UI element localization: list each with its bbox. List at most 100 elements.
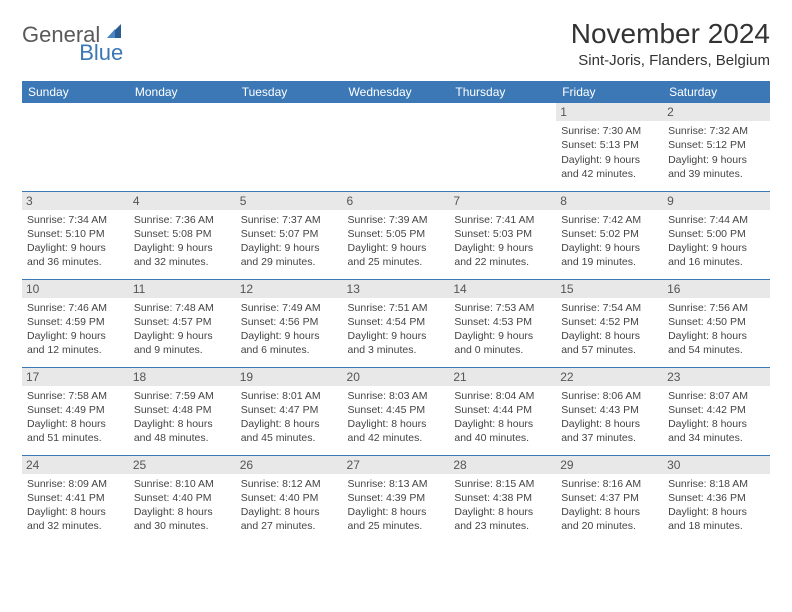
calendar-cell: 19Sunrise: 8:01 AMSunset: 4:47 PMDayligh… <box>236 367 343 455</box>
sunrise-text: Sunrise: 7:46 AM <box>27 301 124 315</box>
daylight-text: Daylight: 9 hours and 22 minutes. <box>454 241 551 269</box>
calendar-row: 24 Sunrise: 8:09 AMSunset: 4:41 PM Dayligh… <box>22 455 770 543</box>
calendar-cell: 28Sunrise: 8:15 AMSunset: 4:38 PMDayligh… <box>449 455 556 543</box>
sunrise-text: Sunrise: 7:54 AM <box>561 301 658 315</box>
day-number: 5 <box>236 192 343 210</box>
sunset-text: Sunset: 4:40 PM <box>241 491 338 505</box>
daylight-text: Daylight: 9 hours and 6 minutes. <box>241 329 338 357</box>
sunset-text: Sunset: 4:53 PM <box>454 315 551 329</box>
day-number: 6 <box>343 192 450 210</box>
sunrise-text: Sunrise: 7:48 AM <box>134 301 231 315</box>
sunrise-text: Sunrise: 8:06 AM <box>561 389 658 403</box>
sunrise-text: Sunrise: 7:41 AM <box>454 213 551 227</box>
sunrise-text: Sunrise: 8:13 AM <box>348 477 445 491</box>
calendar-cell: . <box>236 103 343 191</box>
day-number: 20 <box>343 368 450 386</box>
sunrise-text: Sunrise: 7:56 AM <box>668 301 765 315</box>
calendar-cell: 1Sunrise: 7:30 AMSunset: 5:13 PMDaylight… <box>556 103 663 191</box>
calendar-cell: 6Sunrise: 7:39 AMSunset: 5:05 PMDaylight… <box>343 191 450 279</box>
weekday-header: Saturday <box>663 81 770 103</box>
sunrise-text: Sunrise: 8:09 AM <box>27 477 124 491</box>
calendar-cell: 3Sunrise: 7:34 AMSunset: 5:10 PMDaylight… <box>22 191 129 279</box>
daylight-text: Daylight: 9 hours and 3 minutes. <box>348 329 445 357</box>
calendar-cell: 10 Sunrise: 7:46 AMSunset: 4:59 PMDayligh… <box>22 279 129 367</box>
sunrise-text: Sunrise: 7:59 AM <box>134 389 231 403</box>
sunset-text: Sunset: 4:41 PM <box>27 491 124 505</box>
sunset-text: Sunset: 4:37 PM <box>561 491 658 505</box>
daylight-text: Daylight: 9 hours and 19 minutes. <box>561 241 658 269</box>
daylight-text: Daylight: 8 hours and 54 minutes. <box>668 329 765 357</box>
sunset-text: Sunset: 5:03 PM <box>454 227 551 241</box>
day-number: 25 <box>129 456 236 474</box>
calendar-cell: 24Sunrise: 8:09 AMSunset: 4:41 PMDayligh… <box>22 455 129 543</box>
calendar-cell: . <box>22 103 129 191</box>
daylight-text: Daylight: 8 hours and 45 minutes. <box>241 417 338 445</box>
calendar-body: .....1Sunrise: 7:30 AMSunset: 5:13 PMDay… <box>22 103 770 543</box>
calendar-cell: 2Sunrise: 7:32 AMSunset: 5:12 PMDaylight… <box>663 103 770 191</box>
sunset-text: Sunset: 5:08 PM <box>134 227 231 241</box>
sunset-text: Sunset: 4:59 PM <box>27 315 124 329</box>
sunset-text: Sunset: 4:56 PM <box>241 315 338 329</box>
calendar-cell: 23Sunrise: 8:07 AMSunset: 4:42 PMDayligh… <box>663 367 770 455</box>
sunrise-text: Sunrise: 8:07 AM <box>668 389 765 403</box>
day-number: 28 <box>449 456 556 474</box>
calendar-cell: 17Sunrise: 7:58 AMSunset: 4:49 PMDayligh… <box>22 367 129 455</box>
calendar-cell: 15Sunrise: 7:54 AMSunset: 4:52 PMDayligh… <box>556 279 663 367</box>
daylight-text: Daylight: 9 hours and 25 minutes. <box>348 241 445 269</box>
weekday-header: Friday <box>556 81 663 103</box>
sunset-text: Sunset: 5:12 PM <box>668 138 765 152</box>
daylight-text: Daylight: 8 hours and 25 minutes. <box>348 505 445 533</box>
brand-logo: General Blue <box>22 18 171 47</box>
daylight-text: Daylight: 8 hours and 57 minutes. <box>561 329 658 357</box>
calendar-row: 10Sunrise: 7:46 AMSunset: 4:59 PMDayligh… <box>22 279 770 367</box>
sunset-text: Sunset: 4:57 PM <box>134 315 231 329</box>
day-number: 30 <box>663 456 770 474</box>
header: General Blue November 2024 Sint-Joris, F… <box>22 18 770 69</box>
daylight-text: Daylight: 8 hours and 42 minutes. <box>348 417 445 445</box>
daylight-text: Daylight: 9 hours and 39 minutes. <box>668 153 765 181</box>
weekday-header: Tuesday <box>236 81 343 103</box>
calendar-cell: 16Sunrise: 7:56 AMSunset: 4:50 PMDayligh… <box>663 279 770 367</box>
day-number: 10 <box>22 280 129 298</box>
day-number: 27 <box>343 456 450 474</box>
daylight-text: Daylight: 8 hours and 18 minutes. <box>668 505 765 533</box>
calendar-cell: 9Sunrise: 7:44 AMSunset: 5:00 PMDaylight… <box>663 191 770 279</box>
day-number: 7 <box>449 192 556 210</box>
daylight-text: Daylight: 8 hours and 40 minutes. <box>454 417 551 445</box>
calendar-cell: 22Sunrise: 8:06 AMSunset: 4:43 PMDayligh… <box>556 367 663 455</box>
sunrise-text: Sunrise: 8:16 AM <box>561 477 658 491</box>
sunrise-text: Sunrise: 7:37 AM <box>241 213 338 227</box>
calendar-cell: 29Sunrise: 8:16 AMSunset: 4:37 PMDayligh… <box>556 455 663 543</box>
day-number: 14 <box>449 280 556 298</box>
sunset-text: Sunset: 4:43 PM <box>561 403 658 417</box>
weekday-header: Sunday <box>22 81 129 103</box>
sunset-text: Sunset: 4:48 PM <box>134 403 231 417</box>
day-number: 24 <box>22 456 129 474</box>
sunset-text: Sunset: 5:07 PM <box>241 227 338 241</box>
sunrise-text: Sunrise: 8:15 AM <box>454 477 551 491</box>
title-block: November 2024 Sint-Joris, Flanders, Belg… <box>571 18 770 69</box>
sunrise-text: Sunrise: 8:04 AM <box>454 389 551 403</box>
sunrise-text: Sunrise: 8:18 AM <box>668 477 765 491</box>
day-number: 2 <box>663 103 770 121</box>
location-subtitle: Sint-Joris, Flanders, Belgium <box>571 52 770 69</box>
calendar-cell: 20Sunrise: 8:03 AMSunset: 4:45 PMDayligh… <box>343 367 450 455</box>
sunset-text: Sunset: 5:05 PM <box>348 227 445 241</box>
sunset-text: Sunset: 4:38 PM <box>454 491 551 505</box>
calendar-cell: . <box>343 103 450 191</box>
sunset-text: Sunset: 4:50 PM <box>668 315 765 329</box>
calendar-row: 3Sunrise: 7:34 AMSunset: 5:10 PMDaylight… <box>22 191 770 279</box>
calendar-cell: 12Sunrise: 7:49 AMSunset: 4:56 PMDayligh… <box>236 279 343 367</box>
sunset-text: Sunset: 4:49 PM <box>27 403 124 417</box>
sunset-text: Sunset: 4:42 PM <box>668 403 765 417</box>
sunset-text: Sunset: 5:02 PM <box>561 227 658 241</box>
day-number: 23 <box>663 368 770 386</box>
daylight-text: Daylight: 9 hours and 29 minutes. <box>241 241 338 269</box>
day-number: 11 <box>129 280 236 298</box>
sunset-text: Sunset: 5:13 PM <box>561 138 658 152</box>
daylight-text: Daylight: 9 hours and 42 minutes. <box>561 153 658 181</box>
calendar-cell: 11Sunrise: 7:48 AMSunset: 4:57 PMDayligh… <box>129 279 236 367</box>
sunrise-text: Sunrise: 8:12 AM <box>241 477 338 491</box>
daylight-text: Daylight: 9 hours and 12 minutes. <box>27 329 124 357</box>
day-number: 9 <box>663 192 770 210</box>
